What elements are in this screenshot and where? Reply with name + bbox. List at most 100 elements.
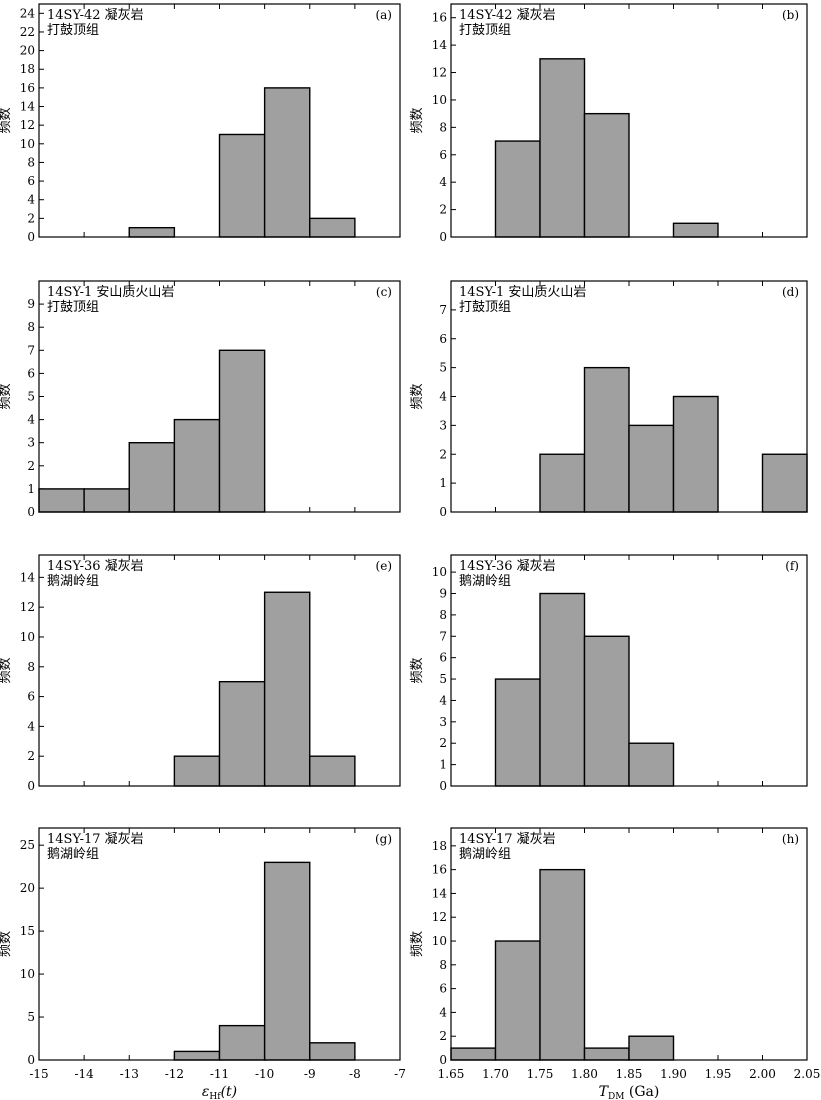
histogram-bar xyxy=(494,140,541,238)
plot-frame xyxy=(38,3,401,238)
histogram-bar xyxy=(38,488,85,513)
panel-h: 0 2 4 6 8 10 12 14 16 18 1.65 1.70 1.75 1.80 1.85 1.90 1… xyxy=(410,827,820,1100)
y-tick-label: 15 xyxy=(20,924,35,938)
histogram-bar xyxy=(583,366,630,513)
y-tick-label: 6 xyxy=(27,174,35,188)
y-tick-label: 8 xyxy=(439,120,447,134)
y-axis-label: 频数 xyxy=(410,931,425,957)
y-tick-label: 6 xyxy=(27,690,35,704)
y-tick-label: 22 xyxy=(20,25,35,39)
histogram-bar xyxy=(309,1042,356,1061)
y-tick-label: 9 xyxy=(27,297,35,311)
histogram-bar xyxy=(672,222,719,238)
y-tick-label: 2 xyxy=(439,447,447,461)
sample-label: 14SY-17 凝灰岩 xyxy=(459,831,556,847)
sample-label: 14SY-1 安山质火山岩 xyxy=(459,285,586,300)
panel-letter: (h) xyxy=(782,832,799,846)
y-tick-label: 10 xyxy=(432,565,447,579)
y-tick-label: 14 xyxy=(432,38,448,52)
y-tick-label: 1 xyxy=(27,482,35,496)
x-axis-subscript: DM xyxy=(608,1092,624,1100)
y-tick-label: 10 xyxy=(432,934,447,948)
histogram-bar xyxy=(761,453,808,513)
sample-label: 14SY-42 凝灰岩 xyxy=(459,7,556,23)
y-tick-label: 6 xyxy=(439,982,447,996)
histogram-bar xyxy=(539,868,586,1061)
y-tick-label: 2 xyxy=(439,1029,447,1043)
histogram-bar xyxy=(309,755,356,787)
y-tick-label: 4 xyxy=(27,193,35,207)
y-tick-label: 0 xyxy=(439,779,447,793)
y-tick-label: 4 xyxy=(439,693,447,707)
y-tick-label: 4 xyxy=(439,175,447,189)
y-tick-label: 16 xyxy=(432,11,447,25)
x-tick-label: -7 xyxy=(394,1067,406,1081)
y-tick-label: 0 xyxy=(27,1053,35,1067)
y-tick-label: 12 xyxy=(432,910,447,924)
y-axis-label: 频数 xyxy=(410,383,425,409)
x-axis-label: TDM (Ga) xyxy=(599,1084,660,1100)
formation-label: 打鼓顶组 xyxy=(459,300,511,315)
plot-frame xyxy=(38,827,401,1061)
y-tick-label: 6 xyxy=(439,651,447,665)
histogram-bar xyxy=(309,217,356,238)
plot-frame xyxy=(38,554,401,787)
x-tick-label: -12 xyxy=(165,1067,184,1081)
histogram-bar xyxy=(539,58,586,238)
histogram-bar xyxy=(128,442,176,513)
y-axis-label: 频数 xyxy=(0,657,13,683)
y-tick-label: 18 xyxy=(432,839,447,853)
panel-letter: (g) xyxy=(375,832,392,846)
x-tick-label: 1.85 xyxy=(616,1067,643,1081)
y-tick-label: 1 xyxy=(439,476,447,490)
y-tick-label: 7 xyxy=(439,303,447,317)
x-tick-label: 1.65 xyxy=(438,1067,465,1081)
formation-label: 鹅湖岭组 xyxy=(459,846,511,862)
x-tick-label: -8 xyxy=(349,1067,361,1081)
histogram-bar xyxy=(263,591,311,787)
x-tick-label: -15 xyxy=(29,1067,48,1081)
y-tick-label: 5 xyxy=(439,672,447,686)
y-tick-label: 14 xyxy=(20,100,36,114)
histogram-bar xyxy=(672,395,719,513)
x-tick-label: 1.90 xyxy=(660,1067,687,1081)
y-tick-label: 0 xyxy=(27,779,35,793)
y-tick-label: 8 xyxy=(27,320,35,334)
y-axis-label: 频数 xyxy=(410,657,425,683)
y-tick-label: 25 xyxy=(20,838,35,852)
histogram-bar xyxy=(628,1035,675,1061)
y-tick-label: 3 xyxy=(27,436,35,450)
histogram-bar xyxy=(494,940,541,1061)
x-tick-label: 1.70 xyxy=(482,1067,509,1081)
histogram-bar xyxy=(263,87,311,238)
x-axis-subscript: Hf xyxy=(209,1092,221,1100)
histogram-bar xyxy=(218,1024,266,1061)
x-axis-symbol: T xyxy=(599,1084,610,1100)
plot-frame xyxy=(450,827,808,1061)
y-tick-label: 1 xyxy=(439,758,447,772)
y-axis-label: 频数 xyxy=(0,383,13,409)
y-tick-label: 7 xyxy=(439,629,447,643)
x-tick-label: -11 xyxy=(210,1067,229,1081)
y-tick-label: 20 xyxy=(20,44,35,58)
y-tick-label: 5 xyxy=(27,1010,35,1024)
histogram-bar xyxy=(173,418,221,513)
x-tick-label: -13 xyxy=(120,1067,139,1081)
panel-letter: (e) xyxy=(376,559,392,573)
formation-label: 打鼓顶组 xyxy=(47,23,99,38)
y-tick-label: 10 xyxy=(20,137,35,151)
histogram-bar xyxy=(628,742,675,787)
y-tick-label: 6 xyxy=(439,148,447,162)
y-tick-label: 10 xyxy=(20,630,35,644)
y-tick-label: 0 xyxy=(439,230,447,244)
histogram-bar xyxy=(539,592,586,787)
y-tick-label: 20 xyxy=(20,881,35,895)
y-tick-label: 0 xyxy=(439,1053,447,1067)
x-axis-symbol: ε xyxy=(202,1084,210,1100)
y-tick-label: 3 xyxy=(439,418,447,432)
y-tick-label: 2 xyxy=(439,203,447,217)
